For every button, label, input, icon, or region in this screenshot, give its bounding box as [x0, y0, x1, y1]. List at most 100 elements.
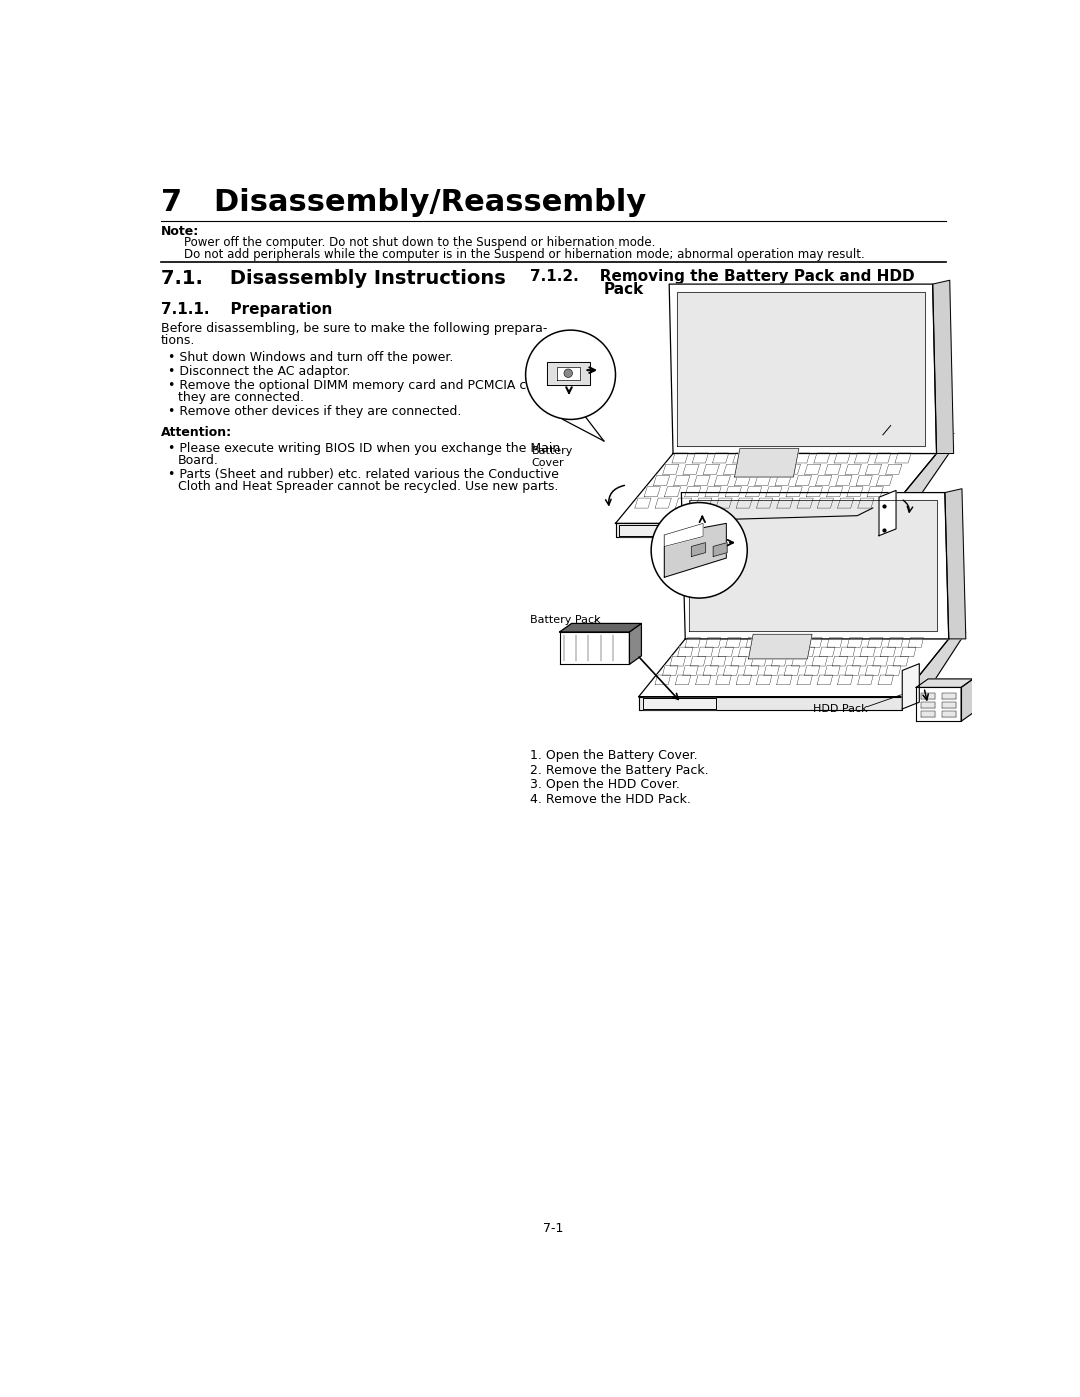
Polygon shape	[694, 475, 711, 486]
Polygon shape	[674, 475, 690, 486]
Polygon shape	[556, 367, 580, 380]
Polygon shape	[689, 500, 937, 631]
Polygon shape	[852, 657, 868, 666]
Text: 7.1.    Disassembly Instructions: 7.1. Disassembly Instructions	[161, 268, 505, 288]
Polygon shape	[880, 647, 895, 657]
Polygon shape	[942, 693, 956, 698]
Polygon shape	[858, 499, 874, 509]
Polygon shape	[726, 638, 741, 647]
Polygon shape	[777, 499, 793, 509]
Polygon shape	[845, 666, 861, 675]
Polygon shape	[820, 647, 835, 657]
Polygon shape	[672, 453, 688, 462]
Text: 7.1.2.    Removing the Battery Pack and HDD: 7.1.2. Removing the Battery Pack and HDD	[530, 268, 915, 284]
Polygon shape	[860, 647, 876, 657]
Text: • Remove the optional DIMM memory card and PCMCIA card if: • Remove the optional DIMM memory card a…	[168, 379, 559, 391]
Text: Note:: Note:	[161, 225, 199, 239]
Polygon shape	[619, 525, 685, 535]
Text: Power off the computer. Do not shut down to the Suspend or hibernation mode.: Power off the computer. Do not shut down…	[184, 236, 656, 249]
Polygon shape	[886, 666, 901, 675]
Text: 7.1.1.    Preparation: 7.1.1. Preparation	[161, 302, 332, 317]
Polygon shape	[737, 499, 753, 509]
Polygon shape	[664, 524, 703, 546]
Polygon shape	[724, 464, 740, 474]
Polygon shape	[713, 453, 729, 462]
Polygon shape	[716, 499, 732, 509]
Circle shape	[651, 503, 747, 598]
Text: • Disconnect the AC adaptor.: • Disconnect the AC adaptor.	[168, 365, 351, 377]
Polygon shape	[921, 711, 935, 718]
Polygon shape	[656, 499, 672, 509]
Polygon shape	[675, 499, 691, 509]
Polygon shape	[779, 647, 795, 657]
Polygon shape	[766, 638, 782, 647]
Polygon shape	[854, 453, 870, 462]
Polygon shape	[559, 623, 642, 631]
Text: Battery
Cover: Battery Cover	[531, 447, 573, 468]
Polygon shape	[616, 454, 936, 524]
Polygon shape	[696, 499, 712, 509]
Circle shape	[564, 369, 572, 377]
Polygon shape	[777, 675, 792, 685]
Polygon shape	[888, 638, 903, 647]
Polygon shape	[559, 631, 630, 665]
Polygon shape	[681, 493, 948, 638]
Polygon shape	[764, 464, 780, 474]
Polygon shape	[653, 475, 670, 486]
Polygon shape	[746, 638, 761, 647]
Polygon shape	[734, 475, 751, 486]
Polygon shape	[744, 464, 760, 474]
Polygon shape	[961, 679, 973, 721]
Polygon shape	[784, 464, 800, 474]
Polygon shape	[794, 453, 810, 462]
Polygon shape	[744, 666, 759, 675]
Polygon shape	[737, 675, 752, 685]
Polygon shape	[662, 666, 678, 675]
Polygon shape	[856, 475, 873, 486]
Polygon shape	[837, 499, 854, 509]
Polygon shape	[703, 464, 719, 474]
Polygon shape	[724, 666, 739, 675]
Polygon shape	[664, 524, 727, 577]
Polygon shape	[656, 675, 671, 685]
Polygon shape	[784, 666, 799, 675]
Polygon shape	[703, 666, 718, 675]
Polygon shape	[834, 453, 850, 462]
Polygon shape	[799, 647, 814, 657]
Polygon shape	[792, 657, 807, 666]
Text: 2. Remove the Battery Pack.: 2. Remove the Battery Pack.	[530, 764, 708, 777]
Polygon shape	[683, 464, 699, 474]
Polygon shape	[916, 679, 973, 687]
Polygon shape	[756, 499, 772, 509]
Polygon shape	[893, 657, 908, 666]
Polygon shape	[691, 542, 705, 556]
Polygon shape	[865, 666, 880, 675]
Polygon shape	[685, 486, 701, 497]
Text: • Shut down Windows and turn off the power.: • Shut down Windows and turn off the pow…	[168, 351, 454, 363]
Polygon shape	[867, 638, 883, 647]
Polygon shape	[875, 453, 891, 462]
Polygon shape	[921, 703, 935, 708]
Polygon shape	[714, 475, 730, 486]
Circle shape	[526, 330, 616, 419]
Polygon shape	[933, 281, 954, 454]
Polygon shape	[845, 464, 862, 474]
Polygon shape	[775, 475, 792, 486]
Text: 7-1: 7-1	[543, 1222, 564, 1235]
Polygon shape	[644, 486, 660, 497]
Polygon shape	[786, 638, 801, 647]
Polygon shape	[858, 675, 874, 685]
Text: HDD Pack: HDD Pack	[813, 704, 867, 714]
Polygon shape	[886, 464, 902, 474]
Polygon shape	[815, 475, 832, 486]
Polygon shape	[705, 486, 721, 497]
Polygon shape	[683, 666, 699, 675]
Polygon shape	[833, 657, 848, 666]
Polygon shape	[826, 486, 842, 497]
Polygon shape	[795, 475, 811, 486]
Polygon shape	[718, 647, 733, 657]
Polygon shape	[837, 675, 853, 685]
Polygon shape	[797, 499, 813, 509]
Polygon shape	[921, 693, 935, 698]
Polygon shape	[865, 464, 881, 474]
